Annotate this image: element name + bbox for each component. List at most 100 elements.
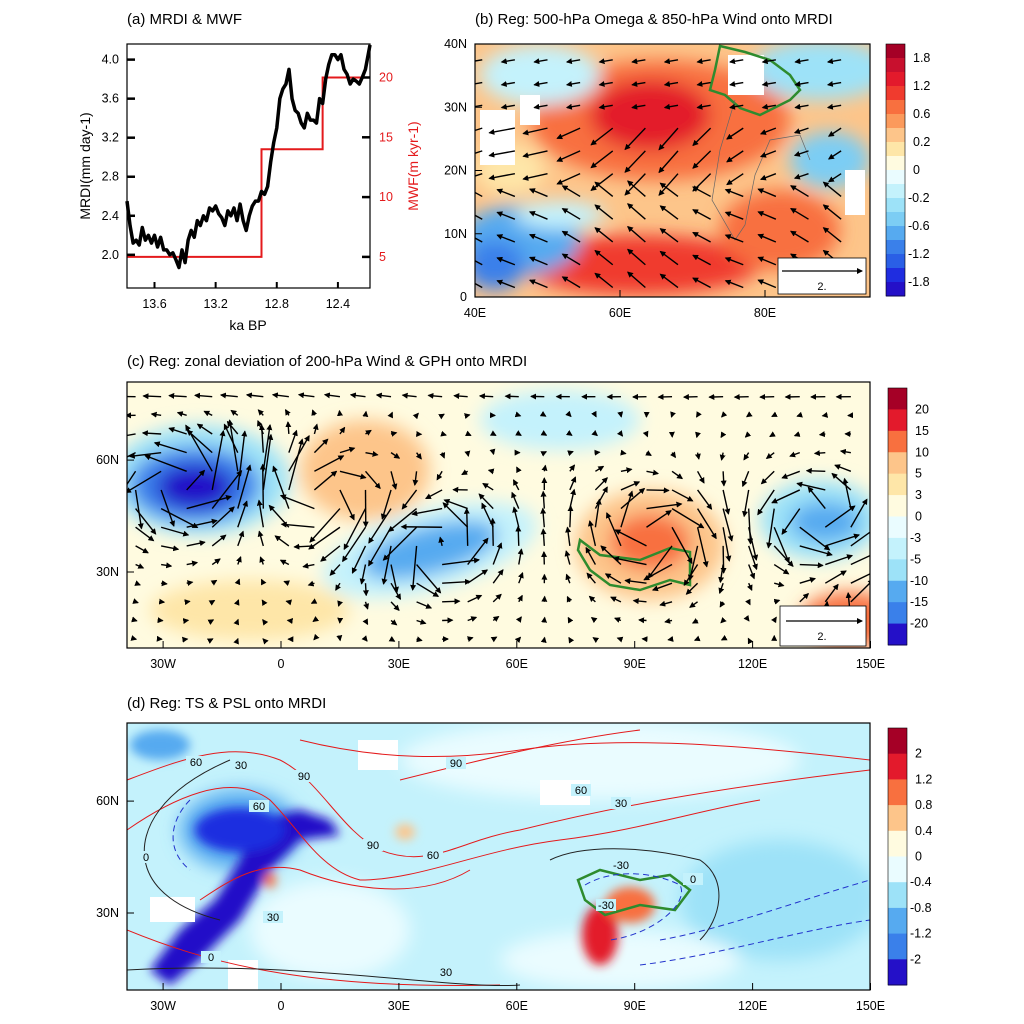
wind-vector <box>234 578 241 586</box>
colorbar-swatch <box>888 907 907 935</box>
colorbar-swatch <box>886 72 905 87</box>
wind-vector <box>351 545 367 574</box>
wind-vector <box>696 103 711 110</box>
wind-vector <box>390 452 401 459</box>
wind-vector <box>720 411 728 418</box>
wind-vector <box>696 58 711 65</box>
wind-vector <box>496 256 516 266</box>
wind-vector <box>416 636 423 643</box>
wind-vector <box>646 510 672 528</box>
wind-vector <box>489 517 496 546</box>
wind-vector <box>556 173 581 185</box>
colorbar-label: 0 <box>915 510 922 524</box>
wind-vector <box>302 562 315 569</box>
wind-vector <box>161 562 173 569</box>
wind-vector <box>442 557 480 566</box>
wind-vector <box>237 500 248 528</box>
wind-vector <box>719 452 726 461</box>
colorbar-swatch <box>886 44 905 59</box>
wind-vector <box>761 58 776 65</box>
wind-vector <box>207 619 215 625</box>
panel-d-frame <box>126 722 871 991</box>
colorbar-swatch <box>886 184 905 199</box>
wind-vector <box>511 491 520 509</box>
tibetan-plateau-outline <box>576 868 692 917</box>
colorbar-swatch <box>888 495 907 517</box>
wind-vector <box>203 410 213 417</box>
wind-vector <box>245 392 264 399</box>
panel-d-map: 60 30 90 60 90 60 30 90 60 0 -30 0 30 0 30 -30 <box>127 723 870 990</box>
wind-vector <box>826 81 842 87</box>
wind-vector <box>667 635 674 642</box>
wind-vector <box>211 558 221 566</box>
wind-vector <box>475 237 483 243</box>
wind-vector <box>127 433 136 437</box>
wind-vector <box>591 429 598 437</box>
wind-vector <box>311 409 318 416</box>
wind-vector <box>211 470 243 510</box>
colorbar-swatch <box>888 882 907 909</box>
wind-vector <box>443 498 468 510</box>
wind-vector <box>724 279 744 289</box>
colorbar-label: 2 <box>915 747 922 761</box>
wind-vector <box>362 410 369 418</box>
wind-vector <box>594 227 614 243</box>
wind-vector <box>522 127 548 136</box>
wind-vector <box>440 430 447 437</box>
wind-vector <box>210 579 218 586</box>
wind-vector <box>799 545 833 557</box>
wind-vector <box>824 505 856 528</box>
wind-vector <box>659 182 679 197</box>
wind-vector <box>467 537 489 565</box>
wind-vector <box>496 211 516 220</box>
colorbar-swatch <box>886 240 905 255</box>
wind-vector <box>442 502 469 528</box>
contour-label-bg <box>611 859 631 871</box>
wind-vector <box>390 619 398 626</box>
wind-vector <box>614 617 622 623</box>
contour-label: 0 <box>143 852 149 864</box>
wind-vector <box>594 498 602 528</box>
wind-vector <box>342 526 367 563</box>
wind-vector <box>722 527 732 562</box>
wind-vector <box>620 490 634 528</box>
y-tick-label: 2.8 <box>102 170 119 184</box>
wind-vector <box>442 598 461 605</box>
y-tick-label: 2.4 <box>102 209 119 223</box>
colorbar-swatch <box>888 409 907 432</box>
wind-vector <box>381 545 392 585</box>
wind-vector <box>540 528 547 546</box>
contour-label-bg <box>231 759 251 771</box>
wind-vector <box>257 530 264 547</box>
y-right-tick-label: 10 <box>379 190 393 204</box>
y-tick-label: 2.0 <box>102 248 119 262</box>
wind-vector <box>257 409 264 416</box>
colorbar-swatch <box>888 959 907 986</box>
colorbar-frame <box>887 727 908 986</box>
contour-label-bg <box>683 873 703 885</box>
wind-vector <box>481 502 494 528</box>
wind-vector <box>365 450 379 457</box>
colorbar-label: 0.4 <box>915 824 932 838</box>
y-tick-label: 60N <box>96 794 119 808</box>
wind-vector <box>691 618 699 624</box>
wind-vector <box>827 127 842 137</box>
contour-label: 0 <box>208 952 214 964</box>
wind-vector <box>478 493 494 510</box>
colorbar-label: 1.2 <box>915 772 932 786</box>
wind-vector <box>624 173 646 196</box>
wind-vector <box>790 185 809 198</box>
wind-vector <box>664 617 673 624</box>
wind-vector <box>284 409 291 416</box>
wind-vector <box>771 489 801 504</box>
wind-vector <box>627 203 646 220</box>
wind-vector <box>339 489 355 521</box>
wind-vector <box>692 231 711 243</box>
colorbar-label: 0 <box>913 163 920 177</box>
wind-vector <box>475 59 483 62</box>
wind-vector <box>528 279 548 289</box>
x-tick-label: 150E <box>856 657 885 671</box>
wind-vector <box>272 465 290 509</box>
x-tick-label: 30E <box>388 657 410 671</box>
colorbar-label: -0.8 <box>910 901 932 915</box>
